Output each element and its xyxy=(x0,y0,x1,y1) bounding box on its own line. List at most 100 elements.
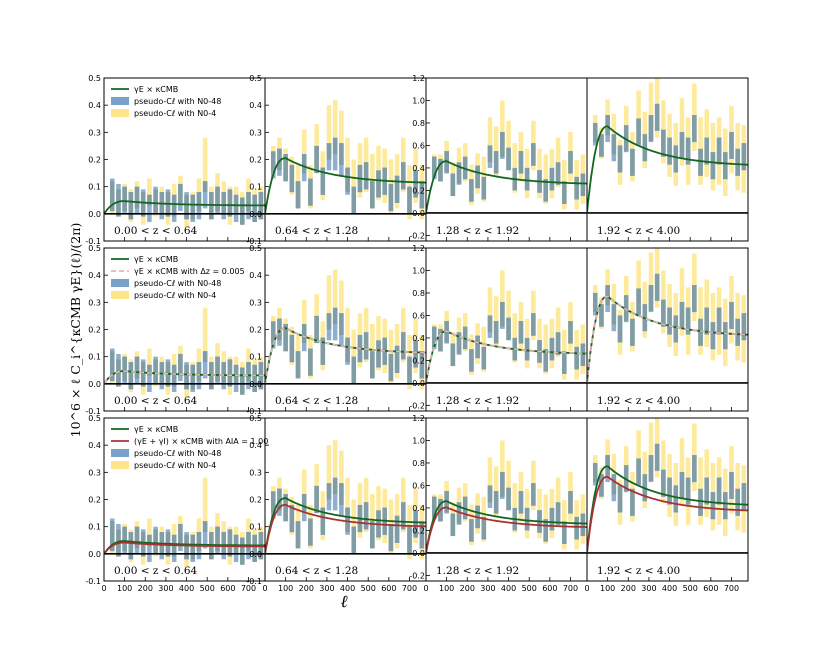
overlap-box xyxy=(388,523,394,552)
overlap-box xyxy=(301,154,307,174)
overlap-box xyxy=(370,351,375,379)
x-tick-label: 700 xyxy=(402,584,417,593)
overlap-box xyxy=(184,194,189,220)
overlap-box xyxy=(487,145,493,163)
y-tick-label: 0.4 xyxy=(249,271,262,280)
n04-box xyxy=(506,460,511,511)
overlap-box xyxy=(153,529,158,554)
model-line-dz xyxy=(104,370,265,385)
overlap-box xyxy=(147,534,152,546)
y-tick-label: 0.0 xyxy=(88,210,101,219)
x-tick-label: 300 xyxy=(319,584,334,593)
overlap-box xyxy=(171,194,177,217)
model-line-nominal xyxy=(426,160,587,214)
zbin-label: 1.28 < z < 1.92 xyxy=(436,225,519,237)
overlap-box xyxy=(555,502,561,525)
y-tick-label: 0.4 xyxy=(88,271,101,280)
overlap-box xyxy=(184,534,189,560)
overlap-box xyxy=(704,307,709,335)
overlap-box xyxy=(122,356,127,382)
overlap-box xyxy=(326,143,332,160)
model-line-ia xyxy=(104,541,265,555)
y-tick-label: 0.3 xyxy=(249,468,262,477)
overlap-box xyxy=(401,332,406,360)
overlap-box xyxy=(339,483,344,505)
overlap-box xyxy=(636,118,641,145)
x-tick-label: 0 xyxy=(262,584,267,593)
overlap-box xyxy=(543,179,548,202)
x-tick-label: 200 xyxy=(460,584,475,593)
y-tick-label: 0.1 xyxy=(88,353,101,362)
n04-box xyxy=(500,270,505,327)
model-line-nominal xyxy=(265,157,426,214)
overlap-box xyxy=(178,353,183,373)
y-tick-label: 0.2 xyxy=(249,326,262,335)
overlap-box xyxy=(153,189,158,214)
overlap-box xyxy=(240,197,245,225)
overlap-box xyxy=(190,534,196,560)
legend-swatch-n04 xyxy=(111,461,129,469)
overlap-box xyxy=(555,162,561,185)
overlap-box xyxy=(221,362,226,384)
legend-row-1: γE × κCMB pseudo-Cℓ with N0-48 pseudo-Cℓ w… xyxy=(111,85,221,118)
overlap-box xyxy=(438,158,443,182)
legend-label: pseudo-Cℓ with N0-48 xyxy=(134,97,221,106)
overlap-box xyxy=(301,324,307,344)
n04-box xyxy=(648,422,654,481)
overlap-box xyxy=(277,148,282,171)
n04-box xyxy=(648,82,654,141)
overlap-box xyxy=(221,532,226,554)
legend-label: γE × κCMB xyxy=(134,85,178,94)
n04-box xyxy=(147,518,152,546)
overlap-box xyxy=(716,477,722,505)
overlap-box xyxy=(252,194,257,222)
y-tick-label: 0.3 xyxy=(249,298,262,307)
n04-box xyxy=(506,290,511,341)
overlap-box xyxy=(481,176,487,200)
x-tick-label: 200 xyxy=(621,584,636,593)
model-line-ia xyxy=(587,475,748,554)
overlap-box xyxy=(190,194,196,220)
overlap-box xyxy=(407,356,412,384)
panel-r3-c2: -0.1 0.0 0.1 0.2 0.3 0.4 0.5 0 100 200 300 400 500 60… xyxy=(246,414,427,593)
overlap-box xyxy=(623,295,629,322)
overlap-box xyxy=(413,510,418,538)
x-tick-label: 400 xyxy=(179,584,194,593)
n04-box xyxy=(487,117,493,163)
overlap-box xyxy=(685,477,691,505)
overlap-box xyxy=(741,483,747,511)
panel-frame xyxy=(586,417,749,582)
overlap-box xyxy=(438,328,443,352)
overlap-box xyxy=(469,519,474,542)
n04-box xyxy=(648,252,654,311)
y-tick-label: 1.0 xyxy=(412,96,425,105)
n04-box xyxy=(339,280,344,335)
overlap-box xyxy=(308,348,313,376)
y-tick-label: 0.1 xyxy=(249,353,262,362)
overlap-box xyxy=(648,115,654,141)
overlap-box xyxy=(351,526,357,554)
overlap-box xyxy=(308,518,313,546)
overlap-box xyxy=(605,115,610,136)
legend-label: γE × κCMB with Δz = 0.005 xyxy=(134,267,245,276)
overlap-box xyxy=(475,165,480,189)
panel-r3-c3: -0.2 0.0 0.2 0.4 0.6 0.8 1.0 1.2 0 100 200 300 400 50… xyxy=(409,414,588,593)
overlap-box xyxy=(524,167,530,191)
overlap-box xyxy=(450,343,456,367)
overlap-box xyxy=(370,181,375,209)
overlap-box xyxy=(623,125,629,152)
overlap-box xyxy=(555,332,561,355)
y-tick-label: 0.1 xyxy=(249,523,262,532)
overlap-box xyxy=(487,315,493,333)
overlap-box xyxy=(469,179,474,202)
y-tick-label: 0.2 xyxy=(88,156,101,165)
legend-swatch-n04 xyxy=(111,109,129,117)
overlap-box xyxy=(128,192,134,220)
overlap-box xyxy=(413,170,418,198)
y-tick-label: 0.5 xyxy=(88,74,101,83)
overlap-box xyxy=(431,496,437,517)
zbin-label: 0.64 < z < 1.28 xyxy=(275,395,358,407)
y-tick-label: 0.8 xyxy=(412,289,425,298)
